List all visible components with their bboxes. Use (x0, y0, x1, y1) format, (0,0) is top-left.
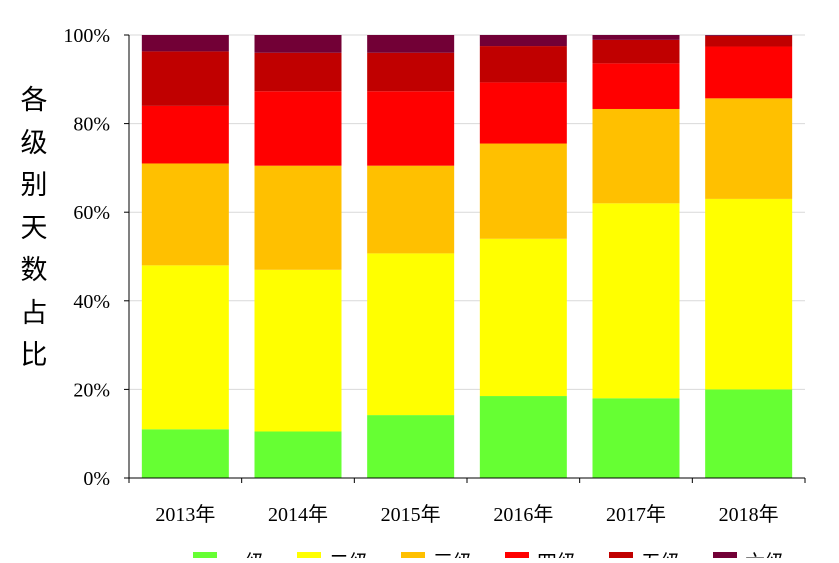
legend-label: 二级 (329, 551, 369, 558)
bar-segment (705, 35, 793, 36)
bar-segment (141, 163, 229, 266)
bar-segment (479, 35, 567, 47)
bar-segment (254, 35, 342, 53)
legend-swatch (297, 552, 321, 563)
y-tick-label: 100% (63, 25, 110, 47)
legend-swatch (505, 552, 529, 563)
bar-segment (367, 165, 455, 254)
x-tick-label: 2015年 (381, 503, 441, 526)
bar-segment (141, 105, 229, 164)
bar-segment (705, 35, 793, 47)
bar-segment (141, 51, 229, 106)
axes (124, 34, 806, 483)
bar-segment (254, 431, 342, 478)
gridlines (129, 34, 805, 479)
x-tick-label: 2014年 (268, 503, 328, 526)
bar-segment (367, 52, 455, 92)
bar-segment (479, 396, 567, 478)
bar-segment (367, 91, 455, 166)
bar-segment (367, 35, 455, 53)
y-tick-label: 40% (73, 291, 110, 313)
x-tick-label: 2017年 (606, 503, 666, 526)
legend-label: 五级 (641, 551, 681, 558)
bar-segment (254, 52, 342, 92)
bar-segment (254, 165, 342, 270)
bar-segment (367, 253, 455, 416)
y-tick-label: 20% (73, 379, 110, 401)
y-axis-title: 各级别天数占比 (20, 85, 48, 371)
x-tick-label: 2013年 (155, 503, 215, 526)
bar-segment (479, 143, 567, 239)
bar-segment (141, 429, 229, 478)
bar-segment (367, 415, 455, 478)
y-tick-label: 0% (83, 468, 110, 490)
bar-segment (254, 91, 342, 166)
bar-segment (592, 108, 680, 204)
legend-label: 一级 (225, 551, 265, 558)
bar-segment (705, 46, 793, 99)
bar-segment (141, 35, 229, 52)
bar-segment (479, 46, 567, 83)
bars (141, 35, 793, 478)
legend-label: 六级 (745, 551, 785, 558)
bar-segment (479, 238, 567, 397)
bar-segment (592, 35, 680, 40)
legend-swatch (401, 552, 425, 563)
bar-segment (592, 398, 680, 478)
bar-segment (705, 389, 793, 478)
bar-segment (141, 265, 229, 430)
x-tick-label: 2018年 (719, 503, 779, 526)
x-tick-label: 2016年 (493, 503, 553, 526)
bar-segment (705, 98, 793, 199)
legend-label: 三级 (433, 551, 473, 558)
legend-label: 四级 (537, 551, 577, 558)
bar-segment (479, 82, 567, 144)
y-tick-label: 80% (73, 114, 110, 136)
legend-swatch (193, 552, 217, 563)
bar-segment (254, 269, 342, 432)
bar-segment (705, 198, 793, 390)
legend-swatch (609, 552, 633, 563)
bar-segment (592, 39, 680, 64)
bar-segment (592, 203, 680, 399)
y-tick-label: 60% (73, 202, 110, 224)
legend-swatch (713, 552, 737, 563)
bar-segment (592, 63, 680, 109)
